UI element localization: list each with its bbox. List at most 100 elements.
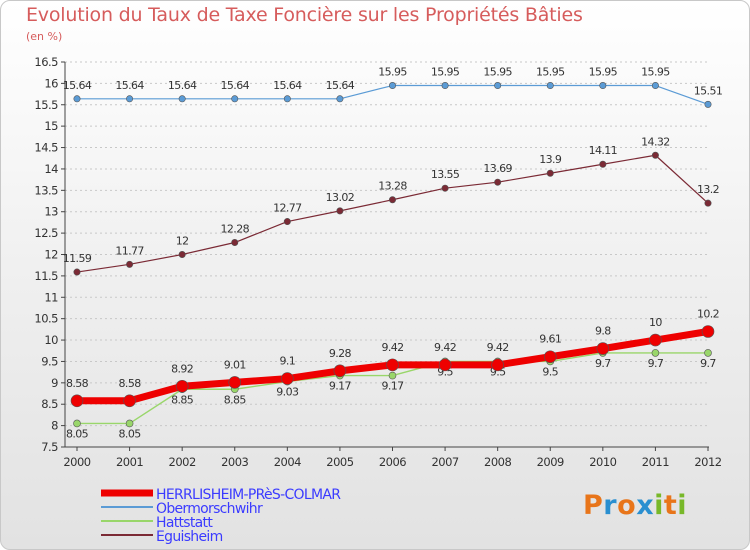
data-point (441, 184, 449, 192)
data-label: 15.95 (536, 66, 565, 79)
legend-label: Obermorschwihr (156, 501, 263, 517)
data-label: 9.61 (539, 333, 561, 346)
data-label: 15.64 (221, 79, 250, 92)
data-label: 9.17 (329, 380, 352, 393)
x-tick-label: 2011 (642, 455, 669, 469)
data-label: 9.42 (381, 341, 403, 354)
data-label: 9.7 (700, 357, 716, 370)
data-point (281, 372, 294, 385)
x-tick-label: 2006 (379, 455, 406, 469)
brand-letter: t (663, 490, 678, 521)
data-point (175, 379, 189, 393)
y-tick-label: 10.5 (34, 312, 58, 326)
data-label: 8.85 (171, 393, 194, 406)
data-point (178, 251, 186, 259)
brand-letter: i (654, 490, 664, 521)
data-point (178, 95, 186, 103)
data-label: 14.11 (589, 144, 618, 157)
data-point (543, 350, 557, 364)
data-label: 15.64 (115, 79, 144, 92)
data-point (70, 394, 84, 408)
y-tick-label: 13.5 (34, 183, 58, 197)
y-tick-label: 11.5 (34, 269, 58, 283)
legend-label: Eguisheim (156, 529, 223, 545)
y-tick-label: 7.5 (41, 440, 58, 454)
data-point (73, 268, 81, 276)
data-label: 13.28 (378, 180, 407, 193)
data-label: 8.92 (171, 362, 193, 375)
data-point (599, 160, 607, 168)
data-point (125, 419, 134, 428)
y-tick-label: 12 (44, 248, 58, 262)
data-label: 8.58 (66, 377, 89, 390)
data-point (491, 358, 504, 372)
data-point (123, 394, 136, 408)
data-point (231, 239, 239, 247)
data-label: 15.95 (431, 66, 460, 79)
y-tick-label: 11 (44, 290, 58, 304)
data-label: 15.64 (326, 79, 355, 92)
data-label: 15.95 (641, 66, 670, 79)
y-tick-label: 8 (51, 419, 58, 433)
data-label: 8.85 (224, 393, 247, 406)
x-tick-label: 2007 (431, 455, 458, 469)
y-tick-label: 12.5 (34, 226, 58, 240)
data-point (494, 178, 502, 186)
data-point (546, 169, 554, 177)
data-point (73, 419, 81, 428)
data-point (701, 325, 715, 338)
data-label: 8.05 (119, 427, 142, 440)
unit-label: (en %) (26, 30, 63, 43)
data-label: 15.51 (694, 84, 723, 97)
x-tick-label: 2001 (116, 455, 143, 469)
data-label: 9.28 (329, 347, 352, 360)
data-label: 9.03 (276, 386, 299, 399)
x-tick-label: 2012 (694, 455, 721, 469)
data-label: 15.64 (273, 79, 302, 92)
data-point (704, 199, 712, 207)
data-label: 13.9 (539, 153, 562, 166)
data-label: 11.59 (63, 252, 92, 265)
brand-letter: x (636, 490, 655, 521)
brand-logo: Proxiti (583, 490, 687, 521)
x-tick-label: 2000 (63, 455, 90, 469)
brand-letter: i (677, 490, 688, 521)
x-tick-label: 2005 (326, 455, 353, 469)
data-point (438, 358, 452, 372)
data-point (283, 95, 291, 103)
data-point (73, 95, 81, 103)
y-tick-label: 16.5 (34, 55, 58, 69)
x-tick-label: 2009 (537, 455, 564, 469)
y-tick-label: 15.5 (34, 98, 58, 112)
x-tick-label: 2008 (484, 455, 511, 469)
y-tick-label: 14.5 (34, 141, 58, 155)
y-tick-label: 15 (44, 119, 58, 133)
data-label: 11.77 (115, 244, 144, 257)
data-point (441, 82, 449, 90)
data-label: 13.69 (483, 162, 512, 175)
data-label: 15.95 (589, 66, 618, 79)
chart-title: Evolution du Taux de Taxe Foncière sur l… (26, 4, 583, 26)
data-point (388, 371, 397, 380)
data-point (596, 342, 610, 355)
data-label: 12.28 (221, 223, 250, 236)
data-point (126, 260, 134, 268)
legend-label: Hattstatt (156, 515, 213, 531)
y-tick-label: 16 (44, 76, 58, 90)
data-label: 9.7 (648, 357, 664, 370)
data-label: 14.32 (641, 135, 670, 148)
data-point (388, 82, 396, 90)
data-point (336, 95, 344, 103)
data-point (546, 82, 554, 90)
data-point (651, 151, 659, 159)
y-tick-label: 8.5 (41, 397, 58, 411)
data-point (651, 349, 660, 357)
data-label: 15.64 (63, 79, 92, 92)
x-tick-label: 2002 (169, 455, 196, 469)
data-label: 9.5 (542, 365, 558, 378)
data-point (333, 364, 347, 378)
data-point (599, 82, 607, 90)
brand-letter: P (583, 490, 604, 521)
